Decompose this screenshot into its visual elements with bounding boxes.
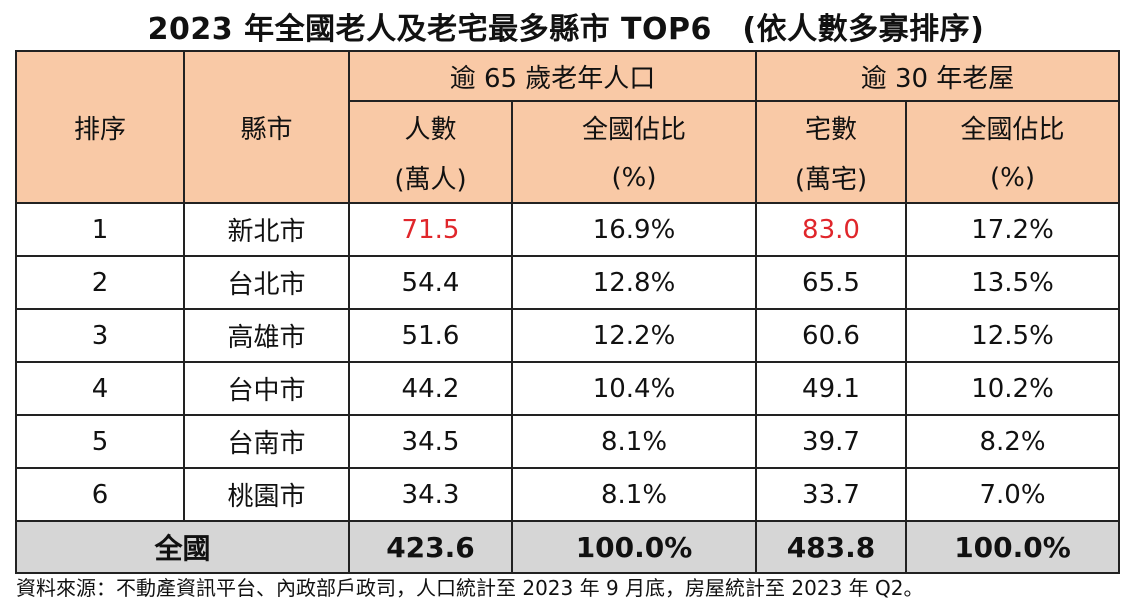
elderly-count-cell: 44.2 [348, 361, 513, 416]
total-elderly-share: 100.0% [511, 520, 757, 574]
house-count-cell: 39.7 [755, 414, 907, 469]
city-cell: 台北市 [183, 255, 350, 310]
elderly-count-cell: 34.5 [348, 414, 513, 469]
house-count-cell: 60.6 [755, 308, 907, 363]
elderly-share-cell: 12.8% [511, 255, 757, 310]
header-house-group: 逾 30 年老屋 [755, 50, 1120, 102]
total-elderly-count: 423.6 [348, 520, 513, 574]
city-cell: 高雄市 [183, 308, 350, 363]
header-elderly-group: 逾 65 歲老年人口 [348, 50, 757, 102]
rank-cell: 2 [15, 255, 185, 310]
elderly-share-cell: 8.1% [511, 467, 757, 522]
header-house-count-unit: (萬宅) [755, 153, 907, 204]
header-rank: 排序 [15, 50, 185, 204]
source-note: 資料來源：不動產資訊平台、內政部戶政司，人口統計至 2023 年 9 月底，房屋… [16, 576, 924, 600]
table-row: 5 台南市 34.5 8.1% 39.7 8.2% [15, 414, 1120, 469]
elderly-count-cell: 54.4 [348, 255, 513, 310]
table-row: 1 新北市 71.5 16.9% 83.0 17.2% [15, 202, 1120, 257]
house-share-cell: 17.2% [905, 202, 1120, 257]
house-share-cell: 12.5% [905, 308, 1120, 363]
elderly-housing-table: 排序 縣市 逾 65 歲老年人口 逾 30 年老屋 人數 全國佔比 宅數 全國佔… [15, 50, 1120, 574]
total-house-count: 483.8 [755, 520, 907, 574]
house-share-cell: 13.5% [905, 255, 1120, 310]
elderly-share-cell: 8.1% [511, 414, 757, 469]
elderly-count-cell: 71.5 [348, 202, 513, 257]
rank-cell: 6 [15, 467, 185, 522]
elderly-share-cell: 16.9% [511, 202, 757, 257]
house-share-cell: 7.0% [905, 467, 1120, 522]
city-cell: 桃園市 [183, 467, 350, 522]
rank-cell: 1 [15, 202, 185, 257]
header-elderly-count: 人數 [348, 100, 513, 153]
total-row: 全國 423.6 100.0% 483.8 100.0% [15, 520, 1120, 574]
header-house-share: 全國佔比 [905, 100, 1120, 153]
total-label: 全國 [15, 520, 350, 574]
total-house-share: 100.0% [905, 520, 1120, 574]
header-elderly-count-unit: (萬人) [348, 153, 513, 204]
house-share-cell: 8.2% [905, 414, 1120, 469]
city-cell: 台南市 [183, 414, 350, 469]
elderly-count-cell: 34.3 [348, 467, 513, 522]
header-house-share-unit: (%) [905, 153, 1120, 204]
table-title: 2023 年全國老人及老宅最多縣市 TOP6 (依人數多寡排序) [147, 12, 985, 47]
city-cell: 台中市 [183, 361, 350, 416]
elderly-count-cell: 51.6 [348, 308, 513, 363]
rank-cell: 3 [15, 308, 185, 363]
house-count-cell: 49.1 [755, 361, 907, 416]
table-row: 6 桃園市 34.3 8.1% 33.7 7.0% [15, 467, 1120, 522]
house-count-cell: 65.5 [755, 255, 907, 310]
table-row: 2 台北市 54.4 12.8% 65.5 13.5% [15, 255, 1120, 310]
header-elderly-share-unit: (%) [511, 153, 757, 204]
house-count-cell: 83.0 [755, 202, 907, 257]
city-cell: 新北市 [183, 202, 350, 257]
elderly-share-cell: 10.4% [511, 361, 757, 416]
rank-cell: 4 [15, 361, 185, 416]
house-count-cell: 33.7 [755, 467, 907, 522]
table-row: 4 台中市 44.2 10.4% 49.1 10.2% [15, 361, 1120, 416]
house-share-cell: 10.2% [905, 361, 1120, 416]
header-elderly-share: 全國佔比 [511, 100, 757, 153]
table-row: 3 高雄市 51.6 12.2% 60.6 12.5% [15, 308, 1120, 363]
header-house-count: 宅數 [755, 100, 907, 153]
elderly-share-cell: 12.2% [511, 308, 757, 363]
rank-cell: 5 [15, 414, 185, 469]
header-city: 縣市 [183, 50, 350, 204]
